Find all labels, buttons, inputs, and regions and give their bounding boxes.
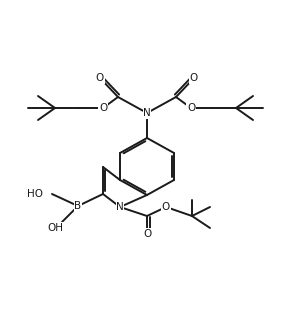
Text: O: O: [99, 103, 107, 113]
Text: N: N: [116, 202, 124, 212]
Text: HO: HO: [27, 189, 43, 199]
Text: N: N: [143, 108, 151, 118]
Text: O: O: [143, 229, 151, 239]
Text: O: O: [96, 73, 104, 83]
Text: O: O: [190, 73, 198, 83]
Text: O: O: [187, 103, 195, 113]
Text: B: B: [74, 201, 82, 211]
Text: O: O: [162, 202, 170, 212]
Text: OH: OH: [47, 223, 63, 233]
